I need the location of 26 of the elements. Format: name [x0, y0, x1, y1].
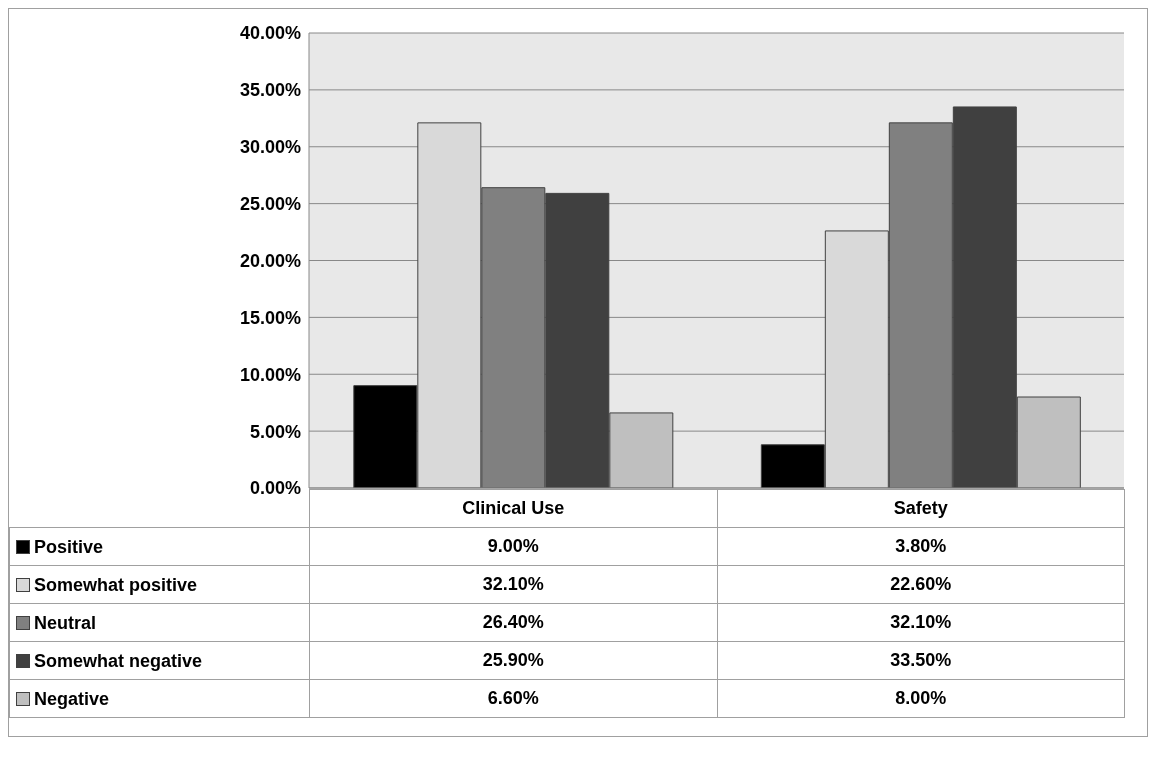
y-tick-label: 15.00% — [239, 307, 301, 328]
legend-label: Neutral — [34, 612, 97, 633]
x-tick-label: Clinical Use — [309, 489, 717, 528]
data-label: 32.10% — [309, 565, 717, 604]
y-tick-label: 40.00% — [239, 23, 301, 44]
data-label: 32.10% — [717, 603, 1125, 642]
data-label: 26.40% — [309, 603, 717, 642]
legend-label: Somewhat positive — [34, 574, 198, 595]
data-label: 6.60% — [309, 679, 717, 718]
y-tick-label: 5.00% — [249, 421, 301, 442]
data-label: 3.80% — [717, 527, 1125, 566]
data-label: 8.00% — [717, 679, 1125, 718]
data-label: 25.90% — [309, 641, 717, 680]
y-tick-label: 10.00% — [239, 364, 301, 385]
data-label: 22.60% — [717, 565, 1125, 604]
y-tick-label: 25.00% — [239, 194, 301, 215]
y-tick-label: 20.00% — [239, 250, 301, 271]
y-tick-label: 35.00% — [239, 80, 301, 101]
x-tick-label: Safety — [717, 489, 1125, 528]
y-tick-label: 30.00% — [239, 137, 301, 158]
y-tick-label: 0.00% — [249, 478, 301, 499]
legend-label: Positive — [34, 536, 104, 557]
legend-label: Negative — [34, 688, 110, 709]
legend-label: Somewhat negative — [34, 650, 203, 671]
data-label: 9.00% — [309, 527, 717, 566]
data-label: 33.50% — [717, 641, 1125, 680]
